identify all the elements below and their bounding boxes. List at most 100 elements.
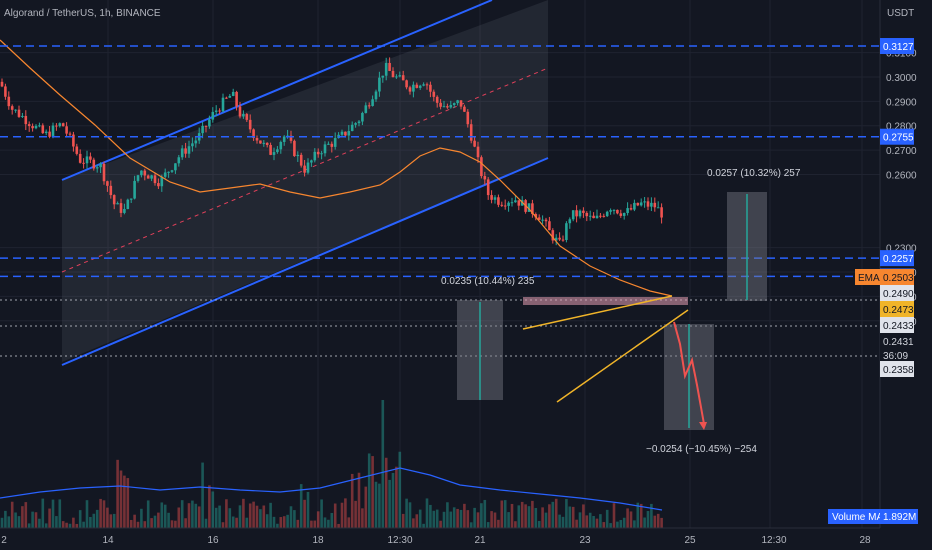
candle — [320, 153, 323, 155]
volume-bar — [612, 503, 616, 528]
volume-bar — [296, 519, 300, 528]
volume-bar — [622, 517, 626, 528]
candle — [238, 106, 242, 117]
volume-bar — [381, 400, 385, 528]
candle — [575, 210, 578, 217]
volume-bar — [561, 516, 565, 528]
volume-bar — [347, 517, 351, 528]
candle — [133, 180, 136, 199]
candle — [595, 215, 599, 219]
candle — [184, 148, 187, 154]
candle — [622, 213, 626, 216]
x-tick-label: 12:30 — [387, 535, 412, 546]
volume-bar — [95, 509, 99, 528]
candle — [473, 140, 476, 147]
candle — [51, 125, 55, 137]
candle — [425, 84, 429, 86]
volume-bar — [140, 508, 143, 528]
volume-bar — [259, 509, 262, 528]
volume-bar — [157, 512, 160, 528]
channel-region — [62, 0, 548, 362]
candle — [582, 210, 585, 213]
candle — [514, 200, 517, 203]
candle — [646, 201, 650, 207]
volume-bar — [187, 503, 191, 528]
candle — [660, 207, 663, 218]
candle — [391, 70, 395, 78]
volume-bar — [252, 501, 255, 528]
candle — [588, 215, 592, 217]
volume-bar — [578, 512, 582, 528]
volume-bar — [265, 514, 269, 528]
candle — [405, 80, 408, 88]
x-tick-label: 21 — [474, 535, 486, 546]
y-tick-label: 0.3000 — [886, 73, 917, 84]
price-tag-value: 0.2433 — [883, 321, 914, 332]
volume-bar — [565, 498, 568, 528]
volume-bar — [361, 508, 364, 528]
candle — [435, 96, 439, 103]
price-tag-bg — [880, 250, 914, 267]
volume-bar — [527, 506, 531, 528]
candle — [401, 75, 405, 81]
candle — [629, 208, 633, 210]
volume-bar — [38, 518, 41, 528]
y-tick-label: 0.3100 — [886, 49, 917, 60]
candle — [194, 140, 198, 144]
volume-bar — [221, 522, 225, 528]
volume-bar — [197, 506, 201, 528]
volume-bar — [439, 520, 442, 528]
volume-bar — [191, 500, 194, 528]
candle — [490, 195, 493, 200]
volume-bar — [31, 511, 34, 528]
candle — [78, 153, 82, 163]
volume-bar — [214, 507, 218, 528]
x-tick-label: 12:30 — [761, 535, 786, 546]
volume-bar — [65, 522, 68, 528]
volume-bar — [170, 520, 174, 528]
price-tag-bg — [880, 361, 914, 377]
volume-bar — [330, 512, 334, 528]
candle — [442, 106, 446, 108]
candle — [126, 199, 130, 210]
volume-bar — [150, 518, 153, 528]
volume-bar — [401, 513, 405, 528]
volume-bar — [350, 473, 354, 528]
volume-bar — [123, 475, 126, 528]
candle — [541, 219, 544, 221]
candle — [214, 110, 218, 112]
x-tick-label: 14 — [102, 535, 114, 546]
volume-bar — [534, 507, 538, 528]
candle — [99, 163, 102, 168]
volume-bar — [476, 512, 480, 528]
candle — [636, 202, 640, 206]
volume-bar — [99, 498, 102, 528]
candle — [599, 215, 602, 217]
candle — [653, 202, 657, 208]
volume-bar — [68, 523, 72, 528]
candle — [262, 142, 266, 144]
candle — [480, 157, 483, 177]
candle — [374, 91, 378, 100]
volume-bar — [163, 504, 167, 528]
volume-bar — [34, 512, 38, 528]
volume-bar — [493, 512, 497, 528]
candle — [106, 181, 109, 186]
volume-bar — [14, 512, 17, 528]
candle — [157, 183, 160, 187]
candle — [313, 151, 317, 161]
candle — [395, 76, 398, 78]
volume-bar — [446, 502, 449, 528]
volume-bar — [592, 515, 595, 528]
volume-bar — [537, 520, 541, 528]
candle — [364, 105, 368, 113]
candle — [418, 85, 422, 88]
candle — [72, 134, 75, 147]
volume-ma-tag-bg — [828, 509, 880, 524]
volume-bar — [238, 505, 242, 528]
candle — [112, 195, 116, 205]
candle — [422, 84, 425, 86]
candle — [415, 84, 419, 88]
